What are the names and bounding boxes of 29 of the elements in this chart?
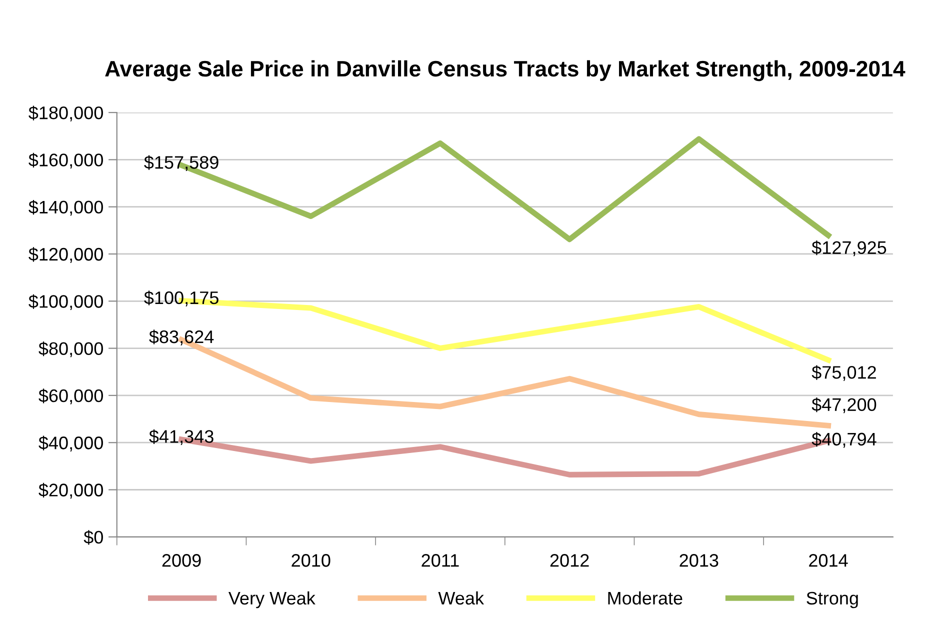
y-tick-label: $60,000 [38,388,103,404]
x-tick-label: 2014 [809,554,848,567]
x-tick-label: 2010 [292,554,330,567]
data-label: $100,175 [144,290,218,306]
legend-label: Moderate [608,591,682,605]
data-label: $127,925 [812,240,886,256]
y-tick-label: $80,000 [38,341,103,358]
data-label: $40,794 [812,432,876,448]
data-label: $83,624 [149,330,214,346]
y-tick-label: $20,000 [38,482,103,499]
data-label: $41,343 [149,429,214,446]
legend-label: Strong [806,592,858,608]
y-tick-label: $140,000 [28,200,103,216]
legend-label: Very Weak [228,591,316,608]
data-label: $75,012 [812,365,876,381]
y-tick-label: $180,000 [28,106,103,122]
data-label: $157,589 [144,155,218,171]
chart-title: Average Sale Price in Danville Census Tracts by Market Strength, 2009-2014 [105,60,906,82]
x-tick-label: 2012 [550,554,589,567]
y-tick-label: $100,000 [28,294,103,310]
y-tick-label: $0 [84,530,103,545]
legend-label: Weak [438,591,484,605]
y-tick-label: $40,000 [38,436,103,452]
y-tick-label: $160,000 [28,152,103,169]
x-tick-label: 2011 [422,554,459,567]
data-label: $47,200 [812,397,876,414]
y-tick-label: $120,000 [28,247,103,263]
x-tick-label: 2013 [680,554,718,567]
x-tick-label: 2009 [162,554,201,567]
